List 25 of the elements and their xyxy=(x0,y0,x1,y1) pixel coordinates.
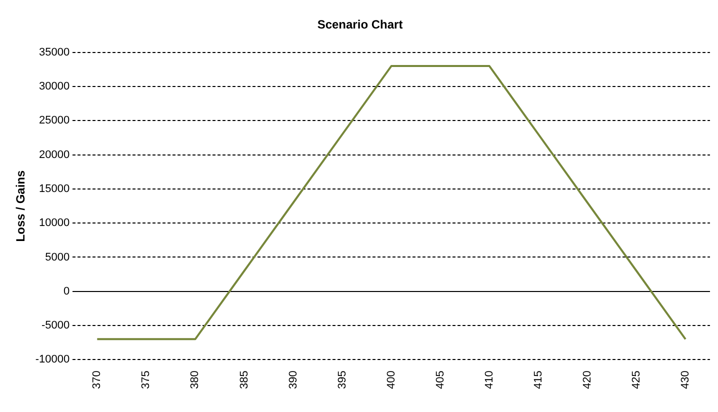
x-tick-label: 370 xyxy=(91,370,104,390)
x-tick-label: 375 xyxy=(140,370,152,390)
x-tick-label: 410 xyxy=(483,370,496,390)
y-tick-label: -10000 xyxy=(35,354,70,366)
x-tick-label: 405 xyxy=(434,370,446,390)
x-tick-label: 400 xyxy=(385,370,398,390)
y-tick-label: 15000 xyxy=(39,182,70,195)
x-tick-label: 380 xyxy=(189,370,202,390)
y-tick-label: 10000 xyxy=(39,217,70,230)
x-tick-label: 390 xyxy=(287,370,300,390)
x-tick-label: 430 xyxy=(680,370,692,390)
y-tick-label: 35000 xyxy=(39,46,70,58)
y-tick-label: 0 xyxy=(64,285,70,298)
y-tick-label: 20000 xyxy=(39,148,70,161)
y-tick-label: -5000 xyxy=(42,320,70,332)
x-tick-label: 415 xyxy=(532,370,544,390)
y-tick-label: 30000 xyxy=(39,80,70,93)
y-tick-label: 5000 xyxy=(45,251,70,264)
y-tick-label: 25000 xyxy=(39,114,70,127)
x-tick-label: 395 xyxy=(336,370,348,390)
x-tick-label: 420 xyxy=(581,370,594,390)
y-axis-title: Loss / Gains xyxy=(14,170,28,242)
x-tick-label: 385 xyxy=(238,370,250,390)
chart-title: Scenario Chart xyxy=(317,18,403,32)
x-tick-label: 425 xyxy=(630,370,642,390)
